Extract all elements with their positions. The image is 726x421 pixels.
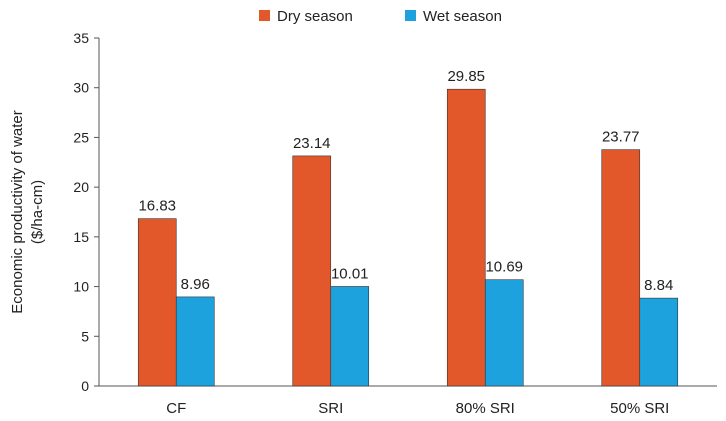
data-labels: 16.83 8.96 23.14 10.01 29.85 10.69 23.77 8.84 [138,68,673,294]
x-axis-labels: CF SRI 80% SRI 50% SRI [166,400,669,417]
data-label-dry-season-50pct-sri: 23.77 [602,129,640,146]
x-tick-label-cf: CF [166,400,186,417]
bar-dry-season-sri [292,155,332,387]
y-tick-label-5: 5 [81,328,89,344]
legend-label-dry-season: Dry season [277,8,353,25]
bar-dry-season-80pct-sri [446,88,486,387]
x-tick-label-sri: SRI [318,400,343,417]
y-tick-label-20: 20 [73,179,89,195]
legend: Dry season Wet season [259,8,502,25]
legend-label-wet-season: Wet season [423,8,502,25]
y-tick-label-10: 10 [73,279,89,295]
y-tick-label-25: 25 [73,129,89,145]
y-tick-label-30: 30 [73,80,89,96]
bar-wet-season-80pct-sri [484,279,524,387]
y-axis-title-line1: Economic productivity of water [9,110,26,313]
y-tick-label-0: 0 [81,378,89,394]
y-tick-label-15: 15 [73,229,89,245]
data-label-wet-season-cf: 8.96 [181,276,210,293]
y-tick-label-35: 35 [73,30,89,46]
x-tick-label-50pct-sri: 50% SRI [610,400,669,417]
data-label-wet-season-sri: 10.01 [331,265,369,282]
bar-wet-season-sri [330,286,370,387]
bars [137,88,679,387]
bar-dry-season-50pct-sri [601,149,641,387]
data-label-dry-season-sri: 23.14 [293,135,331,152]
data-label-dry-season-cf: 16.83 [138,198,176,215]
x-tick-label-80pct-sri: 80% SRI [456,400,515,417]
bar-dry-season-cf [137,218,177,387]
data-label-wet-season-50pct-sri: 8.84 [644,277,673,294]
bar-wet-season-50pct-sri [639,297,679,387]
data-label-dry-season-80pct-sri: 29.85 [447,68,485,85]
bar-wet-season-cf [175,296,215,387]
legend-swatch-dry-season [259,10,270,21]
y-axis-title: Economic productivity of water ($/ha-cm) [9,110,46,313]
y-axis-ticks: 0 5 10 15 20 25 30 35 [73,30,99,394]
y-axis-title-line2: ($/ha-cm) [29,180,46,244]
legend-swatch-wet-season [405,10,416,21]
data-label-wet-season-80pct-sri: 10.69 [485,259,523,276]
